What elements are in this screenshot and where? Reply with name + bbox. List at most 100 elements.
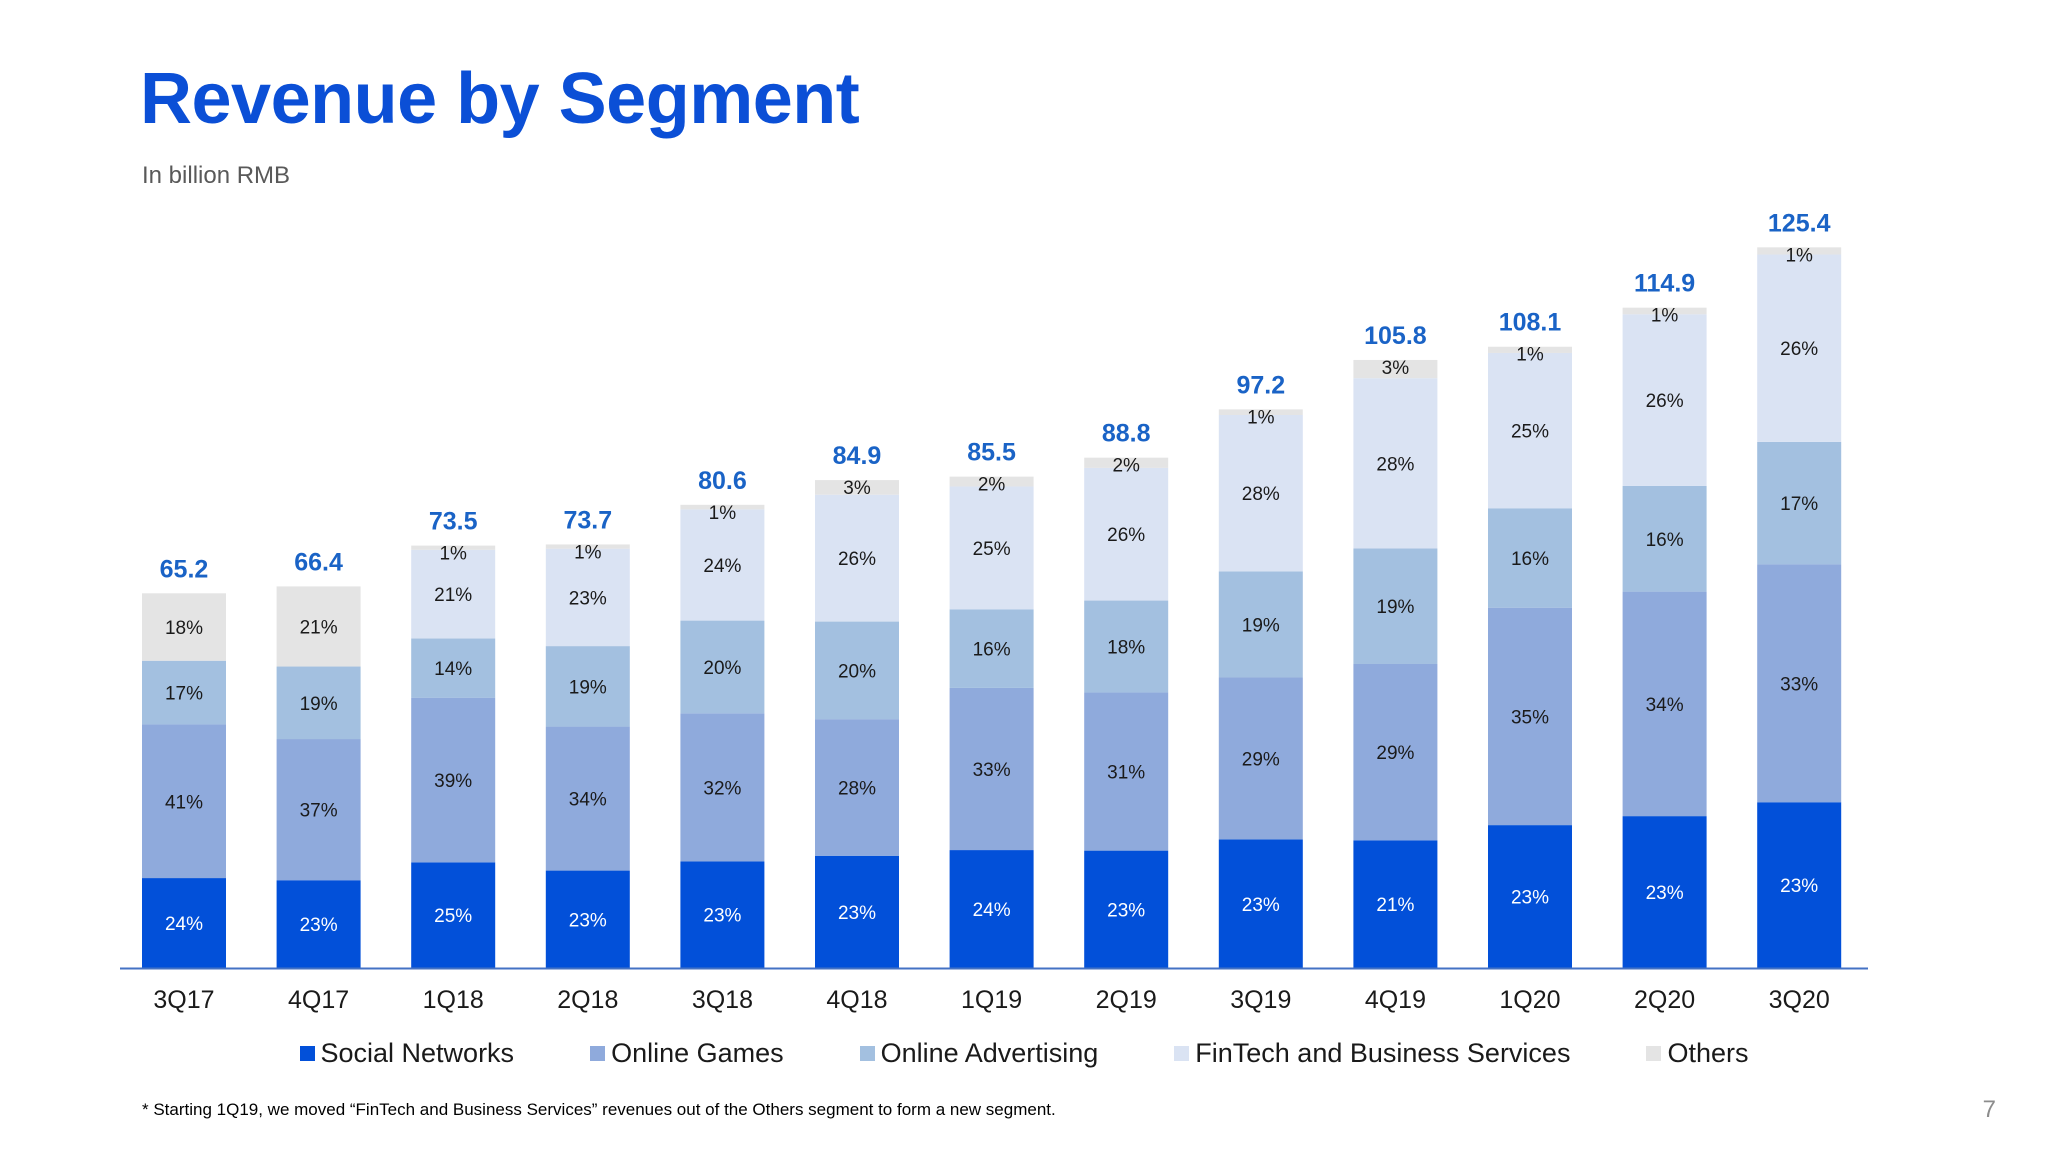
- bar-total-label: 73.5: [429, 508, 478, 536]
- x-tick-label: 2Q19: [1096, 986, 1157, 1014]
- segment-percent-label: 2%: [978, 475, 1006, 496]
- segment-percent-label: 1%: [439, 544, 467, 565]
- bar-segment-others-1q20: [1488, 346, 1572, 353]
- bar-segment-online-advertising-1q20: [1488, 508, 1572, 608]
- bar-segment-social-networks-1q20: [1488, 825, 1572, 968]
- segment-percent-label: 28%: [1376, 454, 1414, 475]
- segment-percent-label: 2%: [1112, 456, 1140, 477]
- bar-segment-online-advertising-3q19: [1218, 571, 1303, 678]
- bar-segment-social-networks-3q18: [680, 861, 765, 968]
- legend-swatch: [299, 1046, 315, 1061]
- bar-segment-social-networks-1q18: [411, 862, 496, 968]
- bar-segment-fintech-and-business-services-3q19: [1218, 414, 1303, 572]
- bar-segment-fintech-and-business-services-4q18: [815, 494, 899, 622]
- bar-segment-social-networks-4q18: [815, 855, 899, 968]
- bar-segment-fintech-and-business-services-1q18: [411, 549, 496, 639]
- segment-percent-label: 29%: [1242, 750, 1280, 771]
- bar-segment-social-networks-3q19: [1218, 839, 1303, 968]
- segment-percent-label: 28%: [1242, 484, 1280, 505]
- legend-item: Online Advertising: [859, 1038, 1099, 1069]
- bar-segment-others-4q18: [815, 480, 899, 495]
- segment-percent-label: 35%: [1511, 707, 1549, 728]
- bar-total-label: 88.8: [1102, 420, 1151, 448]
- legend-label: Others: [1667, 1038, 1749, 1068]
- bar-total-label: 114.9: [1634, 270, 1695, 298]
- bar-segment-online-advertising-4q17: [276, 666, 361, 740]
- segment-percent-label: 1%: [574, 542, 602, 563]
- bar-total-label: 66.4: [294, 548, 343, 576]
- legend-item: Online Games: [590, 1038, 784, 1069]
- legend-item: Others: [1646, 1038, 1748, 1069]
- bar-segment-others-1q18: [411, 545, 496, 550]
- bar-total-label: 108.1: [1499, 309, 1562, 337]
- legend-label: Online Advertising: [880, 1038, 1099, 1068]
- bar-segment-online-games-4q19: [1353, 663, 1438, 841]
- segment-percent-label: 24%: [703, 556, 741, 577]
- bar-total-label: 84.9: [833, 442, 882, 470]
- bar-segment-social-networks-3q20: [1757, 802, 1842, 968]
- bar-segment-online-games-1q19: [949, 687, 1034, 851]
- segment-percent-label: 1%: [1516, 345, 1544, 366]
- segment-percent-label: 32%: [703, 778, 741, 799]
- segment-percent-label: 41%: [165, 792, 203, 813]
- x-tick-label: 4Q18: [826, 986, 887, 1014]
- segment-percent-label: 23%: [1511, 888, 1549, 909]
- bar-segment-others-2q18: [545, 544, 630, 549]
- segment-percent-label: 17%: [1780, 494, 1818, 515]
- legend-swatch: [1174, 1046, 1190, 1061]
- segment-percent-label: 24%: [165, 914, 203, 935]
- bar-segment-others-2q19: [1084, 457, 1169, 468]
- bar-total-label: 80.6: [698, 467, 747, 495]
- segment-percent-label: 37%: [300, 801, 338, 822]
- bar-segment-online-games-3q18: [680, 713, 765, 862]
- bar-segment-online-games-3q19: [1218, 677, 1303, 840]
- bar-segment-online-games-4q18: [815, 719, 899, 856]
- bar-segment-fintech-and-business-services-2q19: [1084, 467, 1169, 601]
- x-tick-label: 2Q20: [1634, 986, 1695, 1014]
- bar-segment-online-advertising-2q20: [1622, 485, 1707, 592]
- segment-percent-label: 21%: [1376, 895, 1414, 916]
- bar-segment-online-advertising-1q19: [949, 609, 1034, 688]
- segment-percent-label: 1%: [1785, 245, 1813, 266]
- segment-percent-label: 14%: [434, 659, 472, 680]
- bar-segment-others-2q20: [1622, 307, 1707, 315]
- bar-segment-fintech-and-business-services-2q18: [545, 548, 630, 647]
- bar-segment-online-advertising-3q18: [680, 620, 765, 714]
- segment-percent-label: 31%: [1107, 763, 1145, 784]
- segment-percent-label: 29%: [1376, 743, 1414, 764]
- stacked-bar-chart: 24% 41% 17% 18% 65.2 3Q17 23% 37% 19% 21% 66.4 4Q17…: [120, 209, 1868, 1014]
- bar-segment-online-games-2q18: [545, 726, 630, 871]
- bar-segment-others-3q17: [142, 593, 226, 661]
- unit-subtitle: In billion RMB: [142, 162, 291, 189]
- segment-percent-label: 34%: [569, 790, 607, 811]
- bar-segment-online-games-2q19: [1084, 692, 1169, 851]
- bar-segment-fintech-and-business-services-2q20: [1622, 314, 1707, 486]
- segment-percent-label: 1%: [1651, 306, 1679, 327]
- legend-label: Online Games: [611, 1038, 784, 1068]
- legend-label: Social Networks: [320, 1038, 515, 1068]
- segment-percent-label: 19%: [569, 677, 607, 698]
- page-number: 7: [1982, 1096, 1996, 1123]
- footnote: * Starting 1Q19, we moved “FinTech and B…: [142, 1100, 1056, 1119]
- bar-segment-others-1q19: [949, 476, 1034, 487]
- legend-item: Social Networks: [299, 1038, 515, 1069]
- segment-percent-label: 20%: [703, 658, 741, 679]
- legend-swatch: [590, 1046, 606, 1061]
- segment-percent-label: 21%: [300, 617, 338, 638]
- bar-segment-online-games-1q18: [411, 697, 496, 863]
- bar-segment-online-advertising-1q18: [411, 638, 496, 698]
- segment-percent-label: 21%: [434, 585, 472, 606]
- segment-percent-label: 33%: [1780, 674, 1818, 695]
- x-tick-label: 3Q20: [1769, 986, 1830, 1014]
- bar-segment-social-networks-2q18: [545, 870, 630, 968]
- segment-percent-label: 19%: [1376, 597, 1414, 618]
- bar-segment-online-advertising-2q19: [1084, 600, 1169, 693]
- bar-segment-social-networks-1q19: [949, 850, 1034, 968]
- segment-percent-label: 26%: [1780, 339, 1818, 360]
- segment-percent-label: 25%: [973, 539, 1011, 560]
- bar-segment-online-games-4q17: [276, 739, 361, 881]
- x-tick-label: 3Q18: [692, 986, 753, 1014]
- segment-percent-label: 25%: [1511, 422, 1549, 443]
- chart-legend: Social Networks Online Games Online Advert…: [0, 1038, 2048, 1069]
- segment-percent-label: 26%: [838, 549, 876, 570]
